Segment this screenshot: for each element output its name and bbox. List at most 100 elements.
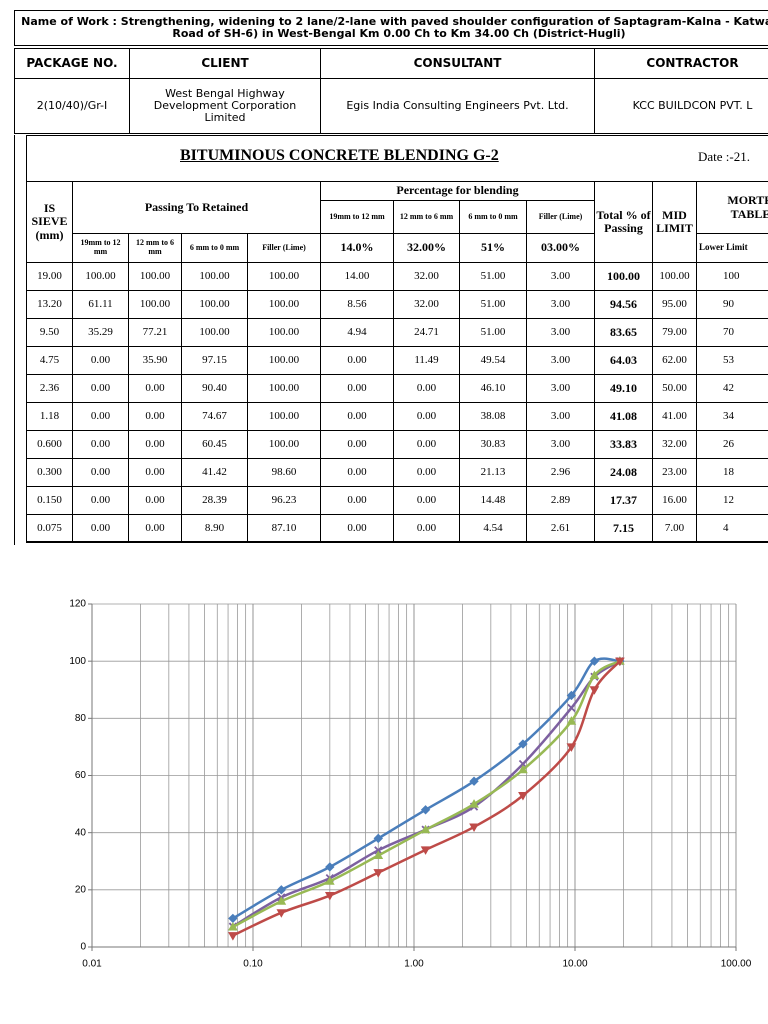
margin-line <box>14 135 15 545</box>
marker <box>276 909 287 918</box>
table-cell: 0.00 <box>72 402 129 431</box>
marker <box>420 846 431 855</box>
series-line <box>232 657 621 920</box>
table-cell: 100.00 <box>247 318 321 347</box>
table-cell: 3.00 <box>526 290 595 319</box>
percent-header: 32.00% <box>393 233 460 263</box>
table-cell: 41.42 <box>181 458 248 487</box>
marker <box>469 776 479 786</box>
marker <box>589 686 600 695</box>
table-cell: 74.67 <box>181 402 248 431</box>
table-cell: 70 <box>696 318 768 347</box>
marker <box>373 869 384 878</box>
column-header: CONSULTANT <box>320 48 595 79</box>
table-cell: 8.90 <box>181 514 248 543</box>
table-cell: 7.00 <box>652 514 697 543</box>
table-cell: 17.37 <box>594 486 653 515</box>
mid-header: MID LIMIT <box>652 181 697 263</box>
table-cell: 0.00 <box>320 486 394 515</box>
table-cell: 46.10 <box>459 374 527 403</box>
table-cell: 32.00 <box>393 262 460 291</box>
marker <box>228 921 238 931</box>
table-cell: 41.00 <box>652 402 697 431</box>
table-cell: 0.00 <box>128 486 182 515</box>
marker <box>420 824 431 834</box>
fraction-header: Filler (Lime) <box>526 200 595 234</box>
table-cell: 100.00 <box>594 262 653 291</box>
table-cell: 19.00 <box>26 262 73 291</box>
marker <box>276 896 287 905</box>
marker <box>324 892 335 901</box>
x-tick-label: 0.01 <box>82 959 102 970</box>
marker <box>566 716 577 725</box>
total-header: Total % of Passing <box>594 181 653 263</box>
table-cell: 3.00 <box>526 430 595 459</box>
table-cell: 90 <box>696 290 768 319</box>
x-tick-label: 10.00 <box>562 959 587 970</box>
table-cell: 100 <box>696 262 768 291</box>
table-cell: 0.00 <box>393 402 460 431</box>
marker <box>373 833 383 844</box>
table-cell: 49.54 <box>459 346 527 375</box>
marker <box>566 743 577 752</box>
table-cell: 90.40 <box>181 374 248 403</box>
table-cell: 0.00 <box>72 374 129 403</box>
marker <box>324 876 335 885</box>
fraction-header: 12 mm to 6 mm <box>393 200 460 234</box>
table-cell: 95.00 <box>652 290 697 319</box>
table-cell: 0.00 <box>72 458 129 487</box>
table-cell: 94.56 <box>594 290 653 319</box>
marker <box>589 670 600 679</box>
table-cell: 100.00 <box>247 346 321 375</box>
table-cell: 97.15 <box>181 346 248 375</box>
table-cell: 26 <box>696 430 768 459</box>
marker <box>373 850 384 860</box>
table-cell: 2.89 <box>526 486 595 515</box>
table-cell: 0.00 <box>128 514 182 543</box>
table-cell: 79.00 <box>652 318 697 347</box>
table-cell: 11.49 <box>393 346 460 375</box>
table-cell: 1.18 <box>26 402 73 431</box>
table-cell: 0.00 <box>320 430 394 459</box>
series-line <box>232 660 621 937</box>
table-cell: 2.96 <box>526 458 595 487</box>
y-tick-label: 0 <box>80 942 86 953</box>
table-cell: 0.150 <box>26 486 73 515</box>
table-cell: 62.00 <box>652 346 697 375</box>
table-cell: 18 <box>696 458 768 487</box>
table-cell: 0.00 <box>128 374 182 403</box>
table-cell: 4 <box>696 514 768 543</box>
column-header: PACKAGE NO. <box>14 48 130 79</box>
table-cell: 3.00 <box>526 318 595 347</box>
table-cell: 77.21 <box>128 318 182 347</box>
table-cell: 0.00 <box>128 458 182 487</box>
table-cell: 12 <box>696 486 768 515</box>
marker <box>325 862 335 872</box>
table-cell: 42 <box>696 374 768 403</box>
table-cell: 0.00 <box>72 346 129 375</box>
fraction-header: 19mm to 12 mm <box>72 233 129 263</box>
table-cell: 3.00 <box>526 262 595 291</box>
marker <box>469 799 479 808</box>
table-cell: 38.08 <box>459 402 527 431</box>
column-header: CLIENT <box>129 48 321 79</box>
fraction-header: 6 mm to 0 mm <box>181 233 248 263</box>
table-cell: 0.075 <box>26 514 73 543</box>
table-cell: 0.00 <box>393 458 460 487</box>
x-tick-label: 100.00 <box>721 959 752 970</box>
percent-header: 14.0% <box>320 233 394 263</box>
marker <box>615 657 625 667</box>
table-cell: 8.56 <box>320 290 394 319</box>
y-tick-label: 40 <box>75 827 87 838</box>
table-cell: 23.00 <box>652 458 697 487</box>
y-tick-label: 60 <box>75 770 87 781</box>
table-cell: 0.00 <box>72 514 129 543</box>
table-cell: 9.50 <box>26 318 73 347</box>
marker <box>228 932 238 941</box>
table-cell: 100.00 <box>247 402 321 431</box>
table-cell: 96.23 <box>247 486 321 515</box>
table-cell: 2.61 <box>526 514 595 543</box>
table-cell: 34 <box>696 402 768 431</box>
table-cell: 35.90 <box>128 346 182 375</box>
table-cell: 3.00 <box>526 346 595 375</box>
